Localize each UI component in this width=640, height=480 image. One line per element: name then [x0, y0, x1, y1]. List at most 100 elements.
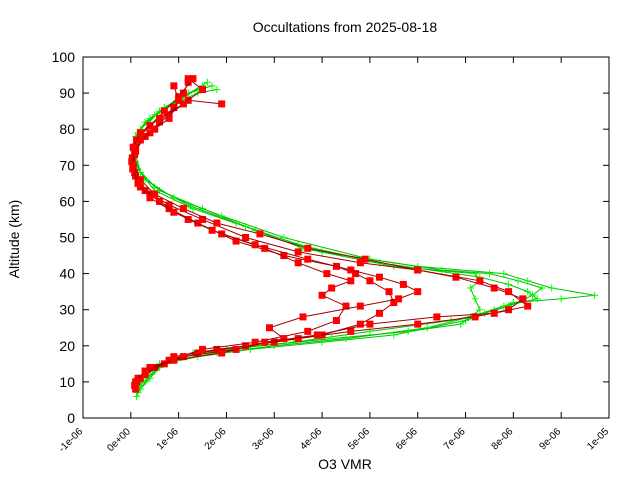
data-point-square — [179, 100, 187, 108]
data-point-square — [156, 197, 164, 205]
data-point-square — [356, 259, 364, 267]
data-point-square — [323, 270, 331, 278]
data-point-square — [375, 309, 383, 317]
data-point-square — [318, 291, 326, 299]
data-point-plus — [342, 335, 350, 343]
data-point-square — [136, 136, 144, 144]
data-point-square — [280, 252, 288, 260]
y-tick-label: 60 — [59, 193, 75, 209]
y-tick-label: 10 — [59, 374, 75, 390]
data-point-plus — [404, 327, 412, 335]
x-tick-label: 5e-06 — [346, 426, 372, 452]
data-point-square — [199, 85, 207, 93]
data-point-square — [170, 353, 178, 361]
y-axis-label: Altitude (km) — [6, 200, 22, 279]
data-point-square — [399, 280, 407, 288]
data-point-square — [141, 367, 149, 375]
data-point-plus — [189, 205, 197, 213]
data-point-square — [170, 82, 178, 90]
data-point-square — [347, 266, 355, 274]
data-point-square — [131, 169, 139, 177]
data-point-square — [218, 349, 226, 357]
data-point-square — [134, 374, 142, 382]
data-point-square — [151, 125, 159, 133]
data-point-square — [132, 378, 140, 386]
data-point-square — [232, 237, 240, 245]
data-point-plus — [538, 284, 546, 292]
data-point-square — [129, 161, 137, 169]
data-point-square — [299, 313, 307, 321]
data-point-square — [175, 93, 183, 101]
data-point-square — [505, 288, 513, 296]
data-point-square — [194, 349, 202, 357]
x-tick-label: 8e-06 — [490, 426, 516, 452]
data-point-square — [136, 176, 144, 184]
profile-line — [132, 89, 539, 393]
data-point-square — [313, 331, 321, 339]
data-point-square — [375, 273, 383, 281]
data-point-plus — [457, 320, 465, 328]
data-point-square — [213, 219, 221, 227]
data-point-square — [129, 143, 137, 151]
data-point-plus — [471, 295, 479, 303]
data-point-square — [332, 317, 340, 325]
data-point-plus — [514, 277, 522, 285]
data-point-square — [199, 215, 207, 223]
data-point-square — [347, 327, 355, 335]
x-tick-label: 0e+00 — [105, 426, 133, 454]
profile-line — [135, 85, 481, 386]
data-point-plus — [591, 291, 599, 299]
data-point-square — [179, 205, 187, 213]
data-point-square — [471, 313, 479, 321]
x-tick-label: 6e-06 — [394, 426, 420, 452]
data-point-square — [208, 226, 216, 234]
data-point-square — [414, 288, 422, 296]
data-point-square — [160, 107, 168, 115]
data-point-plus — [280, 234, 288, 241]
data-point-square — [261, 338, 269, 346]
data-point-square — [141, 371, 149, 379]
data-point-square — [385, 288, 393, 296]
x-tick-label: 3e-06 — [251, 426, 277, 452]
data-point-square — [304, 244, 312, 252]
data-point-square — [146, 194, 154, 202]
chart-title: Occultations from 2025-08-18 — [253, 19, 438, 35]
data-point-plus — [146, 374, 154, 382]
x-tick-label: 7e-06 — [442, 426, 468, 452]
data-point-square — [256, 230, 264, 238]
data-point-plus — [466, 284, 474, 292]
y-tick-label: 20 — [59, 338, 75, 354]
y-tick-label: 50 — [59, 230, 75, 246]
data-point-square — [251, 338, 259, 346]
data-point-square — [146, 363, 154, 371]
data-point-plus — [242, 223, 250, 231]
profile-line — [131, 99, 524, 386]
data-point-plus — [203, 78, 211, 86]
data-point-square — [131, 150, 139, 158]
data-point-square — [294, 259, 302, 267]
series-group — [128, 75, 532, 393]
y-tick-label: 80 — [59, 121, 75, 137]
data-point-square — [170, 356, 178, 364]
data-point-plus — [133, 392, 141, 400]
x-axis-label: O3 VMR — [318, 456, 372, 472]
data-point-square — [265, 324, 273, 332]
data-point-square — [304, 327, 312, 335]
data-point-square — [261, 244, 269, 252]
y-tick-label: 0 — [67, 410, 75, 426]
data-point-square — [131, 382, 139, 390]
data-point-plus — [208, 82, 216, 90]
data-point-plus — [505, 280, 513, 288]
data-point-square — [304, 255, 312, 263]
data-point-square — [184, 75, 192, 83]
profile-line — [135, 81, 544, 390]
y-tick-label: 100 — [52, 49, 76, 65]
data-point-square — [136, 129, 144, 137]
data-point-plus — [548, 284, 556, 292]
data-point-square — [352, 270, 360, 278]
data-point-square — [156, 114, 164, 122]
y-tick-label: 30 — [59, 302, 75, 318]
data-point-square — [156, 118, 164, 126]
y-tick-label: 90 — [59, 85, 75, 101]
